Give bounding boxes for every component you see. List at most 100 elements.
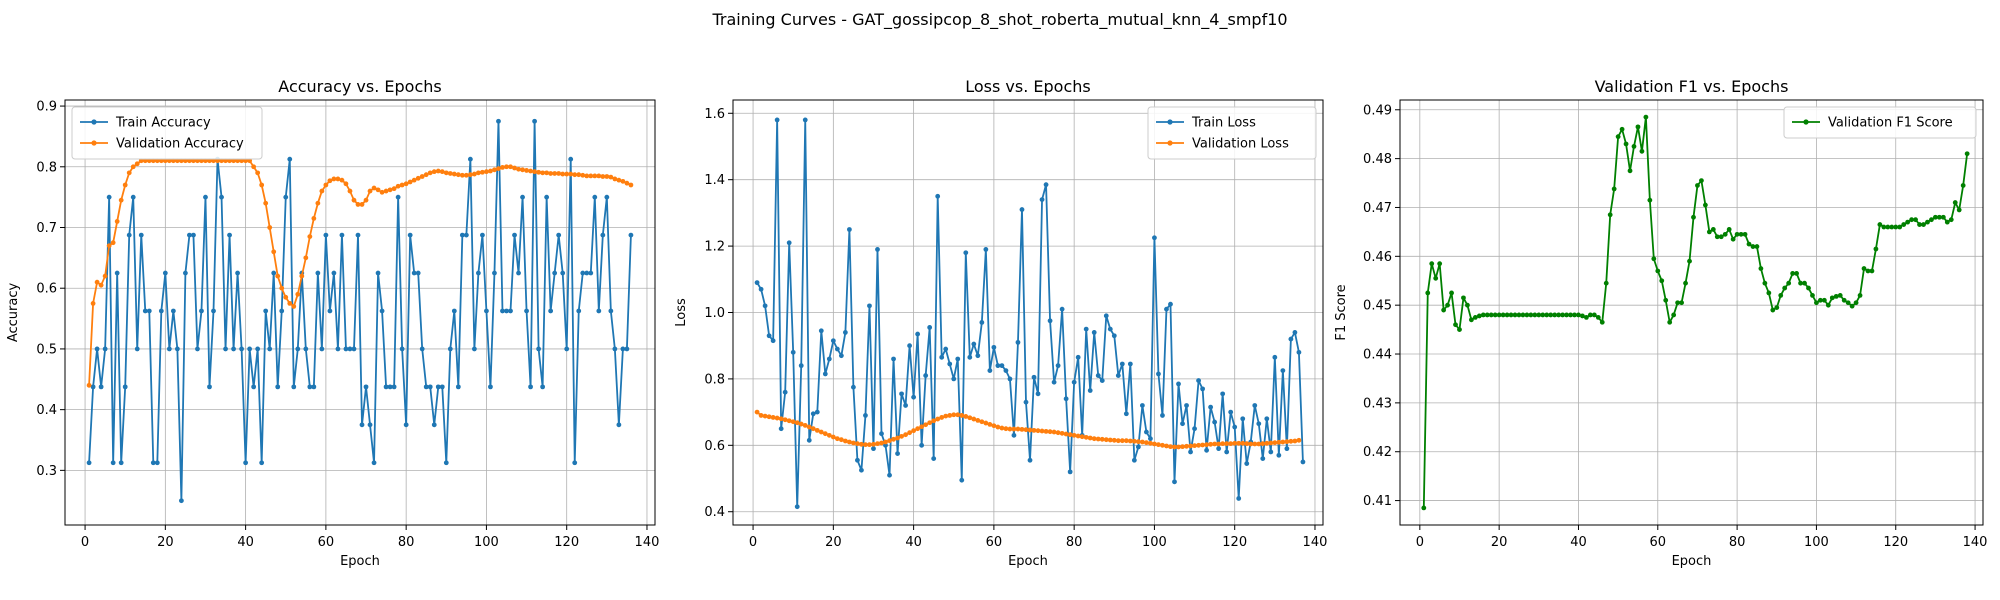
data-point xyxy=(1216,441,1222,447)
data-point xyxy=(1156,371,1161,377)
data-point xyxy=(311,384,317,390)
data-point xyxy=(863,442,868,448)
x-tick-label: 100 xyxy=(1804,535,1829,550)
data-point xyxy=(166,346,172,352)
data-point xyxy=(879,440,884,446)
data-point xyxy=(604,194,610,200)
data-point xyxy=(395,194,401,200)
data-point xyxy=(830,338,836,344)
data-point xyxy=(399,346,405,352)
data-point xyxy=(98,282,104,288)
data-point xyxy=(174,158,180,164)
x-tick-label: 0 xyxy=(749,535,757,550)
data-point xyxy=(620,178,626,184)
data-point xyxy=(379,189,385,195)
data-point xyxy=(540,170,546,176)
legend-box xyxy=(1783,106,1977,139)
x-tick-label: 0 xyxy=(1416,535,1424,550)
data-point xyxy=(130,194,136,200)
data-point xyxy=(842,330,848,335)
data-point xyxy=(1047,318,1053,324)
legend-label: Train Accuracy xyxy=(115,116,211,131)
data-point xyxy=(319,346,325,352)
data-point xyxy=(995,424,1001,430)
data-point xyxy=(1023,399,1029,405)
data-point xyxy=(1039,197,1045,203)
data-point xyxy=(1520,312,1526,318)
data-point xyxy=(596,173,602,179)
data-point xyxy=(806,424,812,430)
data-point xyxy=(967,415,973,421)
x-tick-label: 0 xyxy=(81,535,89,550)
y-tick-label: 0.42 xyxy=(1363,445,1392,460)
data-point xyxy=(536,346,542,352)
data-point xyxy=(1115,438,1121,444)
data-point xyxy=(855,441,860,447)
x-axis-label: Epoch xyxy=(1008,554,1048,569)
data-point xyxy=(1172,444,1177,450)
data-point xyxy=(834,436,840,442)
data-point xyxy=(979,320,985,325)
data-point xyxy=(758,286,764,292)
data-point xyxy=(919,424,925,430)
data-point xyxy=(1168,301,1173,307)
x-tick-label: 140 xyxy=(1303,535,1328,550)
data-point xyxy=(1782,285,1788,291)
data-point xyxy=(588,270,594,276)
data-point xyxy=(138,232,144,238)
data-point xyxy=(963,250,969,256)
data-point xyxy=(1651,256,1657,262)
data-point xyxy=(211,158,216,164)
data-point xyxy=(915,426,921,432)
data-point xyxy=(391,186,397,192)
data-point xyxy=(223,346,228,352)
data-point xyxy=(1885,224,1891,230)
data-point xyxy=(1810,293,1815,298)
data-point xyxy=(951,412,957,418)
data-point xyxy=(1260,456,1266,461)
data-point xyxy=(1512,312,1518,318)
data-point xyxy=(355,232,361,238)
y-tick-label: 1.2 xyxy=(704,240,725,255)
data-point xyxy=(1276,452,1282,458)
data-point xyxy=(851,440,856,446)
data-point xyxy=(883,439,888,445)
data-point xyxy=(1276,439,1282,445)
data-point xyxy=(1083,434,1089,440)
data-point xyxy=(1829,295,1835,301)
data-point xyxy=(588,173,594,179)
data-point xyxy=(267,346,273,352)
data-point xyxy=(806,437,812,443)
data-point xyxy=(1457,327,1462,332)
x-tick-label: 100 xyxy=(1142,535,1167,550)
data-point xyxy=(995,363,1001,369)
data-point xyxy=(1252,403,1258,408)
data-point xyxy=(1268,449,1274,455)
data-point xyxy=(187,158,192,164)
data-point xyxy=(1160,413,1165,418)
data-point xyxy=(275,384,281,390)
data-point xyxy=(1224,449,1230,455)
data-point xyxy=(1244,441,1250,447)
data-point xyxy=(1228,409,1234,415)
data-point xyxy=(1144,440,1149,446)
data-point xyxy=(1921,222,1926,227)
data-point xyxy=(379,308,385,314)
data-point xyxy=(291,384,297,390)
data-point xyxy=(331,176,337,182)
data-point xyxy=(150,460,156,466)
data-point xyxy=(500,164,505,170)
data-point xyxy=(1699,178,1704,184)
data-point xyxy=(1292,438,1298,444)
data-point xyxy=(608,308,614,314)
data-point xyxy=(363,384,369,390)
data-point xyxy=(1548,312,1554,318)
data-point xyxy=(504,164,509,170)
data-point xyxy=(1572,312,1577,318)
data-point xyxy=(1814,300,1819,306)
data-point xyxy=(307,234,313,240)
data-point xyxy=(1252,441,1258,447)
data-point xyxy=(411,177,417,183)
data-point xyxy=(1639,148,1645,154)
